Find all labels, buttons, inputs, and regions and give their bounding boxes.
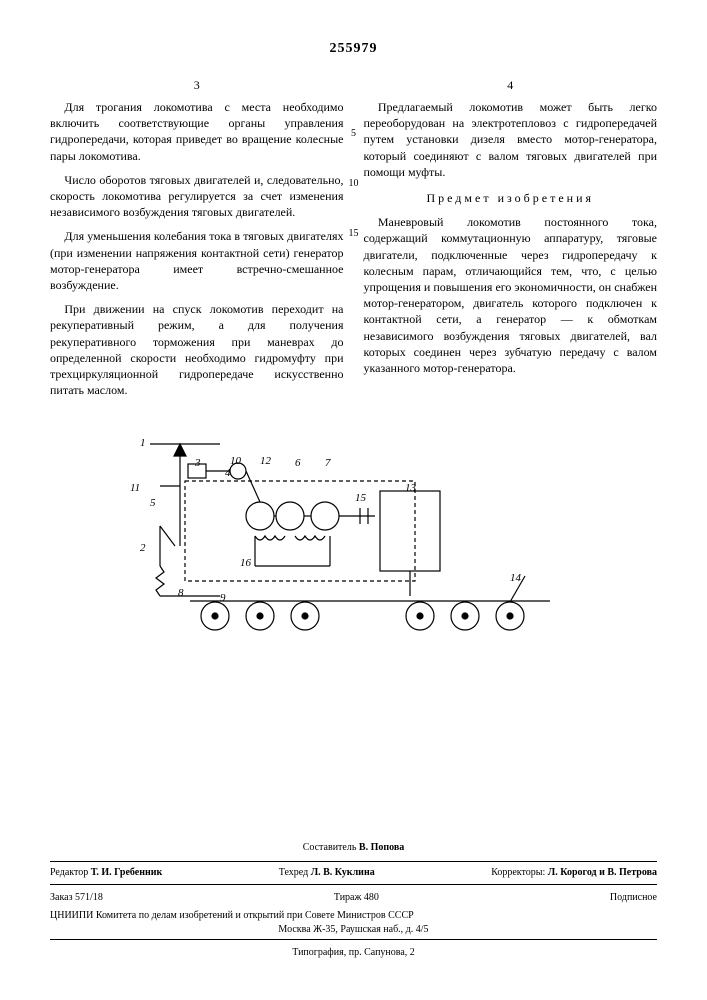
typography-line: Типография, пр. Сапунова, 2 <box>50 946 657 960</box>
line-marker: 15 <box>349 227 359 241</box>
left-column: 3 Для трогания локомотива с места необхо… <box>50 77 344 406</box>
page-num-right: 4 <box>364 77 658 93</box>
editor-name: Т. И. Гребенник <box>91 867 163 878</box>
editor: Редактор Т. И. Гребенник <box>50 866 162 880</box>
fig-label: 8 <box>178 586 184 601</box>
fig-label: 5 <box>150 496 156 511</box>
left-para: Число оборотов тяговых двигателей и, сле… <box>50 172 344 221</box>
fig-label: 12 <box>260 454 271 469</box>
right-column: 4 Предлагаемый локомотив может быть легк… <box>364 77 658 406</box>
correctors: Корректоры: Л. Корогод и В. Петрова <box>491 866 657 880</box>
compiler-name: В. Попова <box>359 842 404 853</box>
fig-label: 11 <box>130 481 140 496</box>
right-intro: Предлагаемый локомотив может быть легко … <box>364 99 658 180</box>
fig-label: 6 <box>295 456 301 471</box>
left-para: При движении на спуск локомотив переходи… <box>50 301 344 398</box>
left-para: Для уменьшения колебания тока в тяговых … <box>50 228 344 293</box>
pub-line: Заказ 571/18 Тираж 480 Подписное <box>50 889 657 907</box>
line-marker: 10 <box>349 177 359 191</box>
patent-number: 255979 <box>50 40 657 59</box>
org-name: ЦНИИПИ Комитета по делам изобретений и о… <box>50 909 657 923</box>
fig-label: 10 <box>230 454 241 469</box>
fig-label: 1 <box>140 436 146 451</box>
org-block: ЦНИИПИ Комитета по делам изобретений и о… <box>50 907 657 940</box>
fig-label: 3 <box>195 456 201 471</box>
order-num: Заказ 571/18 <box>50 891 103 905</box>
text-columns: 5 10 15 3 Для трогания локомотива с мест… <box>50 77 657 406</box>
fig-label: 13 <box>405 481 416 496</box>
corr-label: Корректоры: <box>491 867 545 878</box>
schematic-figure: 1 11 3 4 5 2 10 12 6 7 15 13 16 8 9 14 <box>130 436 580 636</box>
line-marker: 5 <box>351 127 356 141</box>
right-claim: Маневровый локомотив постоянного тока, с… <box>364 214 658 376</box>
fig-label: 16 <box>240 556 251 571</box>
tech-name: Л. В. Куклина <box>311 867 375 878</box>
org-address: Москва Ж-35, Раушская наб., д. 4/5 <box>50 923 657 937</box>
tirage: Тираж 480 <box>334 891 379 905</box>
fig-label: 14 <box>510 571 521 586</box>
fig-label: 15 <box>355 491 366 506</box>
fig-label: 9 <box>220 591 226 606</box>
techred: Техред Л. В. Куклина <box>279 866 375 880</box>
footer: Составитель В. Попова Редактор Т. И. Гре… <box>50 841 657 960</box>
fig-label: 7 <box>325 456 331 471</box>
roles-row: Редактор Т. И. Гребенник Техред Л. В. Ку… <box>50 861 657 885</box>
subject-heading: Предмет изобретения <box>364 190 658 206</box>
left-para: Для трогания локомотива с места необходи… <box>50 99 344 164</box>
subscription: Подписное <box>610 891 657 905</box>
editor-label: Редактор <box>50 867 88 878</box>
fig-label: 2 <box>140 541 146 556</box>
compiler-line: Составитель В. Попова <box>50 841 657 855</box>
page-num-left: 3 <box>50 77 344 93</box>
tech-label: Техред <box>279 867 308 878</box>
corr-names: Л. Корогод и В. Петрова <box>548 867 657 878</box>
compiler-label: Составитель <box>303 842 357 853</box>
